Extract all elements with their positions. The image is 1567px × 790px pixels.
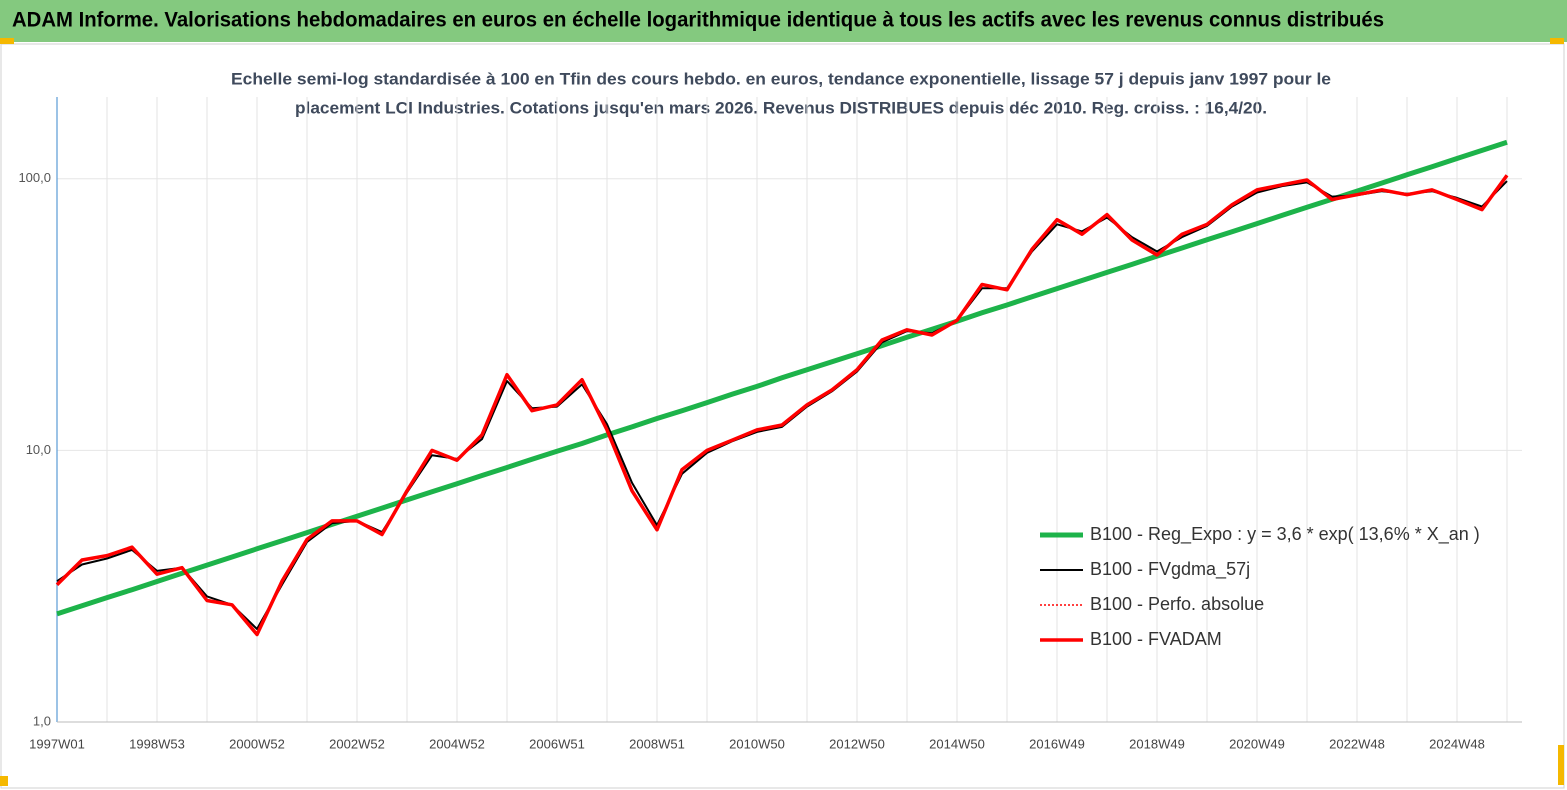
x-tick-label: 2016W49 [1029, 736, 1085, 751]
x-tick-label: 2022W48 [1329, 736, 1385, 751]
x-tick-label: 2018W49 [1129, 736, 1185, 751]
y-tick-label: 1,0 [33, 713, 51, 728]
legend-label: B100 - Perfo. absolue [1090, 594, 1264, 614]
x-tick-label: 1998W53 [129, 736, 185, 751]
legend-label: B100 - FVgdma_57j [1090, 559, 1250, 580]
y-tick-label: 10,0 [26, 442, 51, 457]
chart-title: ADAM Informe. Valorisations hebdomadaire… [12, 9, 1384, 32]
series-line [55, 174, 1509, 637]
x-tick-label: 1997W01 [29, 736, 85, 751]
corner-mark [1558, 745, 1564, 785]
series-line [56, 139, 1508, 617]
chart-subtitle: placement LCI Industries. Cotations jusq… [295, 98, 1267, 117]
legend-label: B100 - FVADAM [1090, 629, 1222, 649]
chart-subtitle: Echelle semi-log standardisée à 100 en T… [231, 69, 1331, 88]
x-tick-label: 2004W52 [429, 736, 485, 751]
corner-mark [1550, 38, 1564, 44]
y-tick-label: 100,0 [18, 170, 51, 185]
x-tick-label: 2014W50 [929, 736, 985, 751]
plot-area: 1,0 10,0 100,0 1997W01 1998W53 2000W52 2002W52… [18, 97, 1522, 751]
x-tick-label: 2006W51 [529, 736, 585, 751]
x-tick-label: 2020W49 [1229, 736, 1285, 751]
legend-label: B100 - Reg_Expo : y = 3,6 * exp( 13,6% *… [1090, 524, 1480, 545]
x-tick-label: 2024W48 [1429, 736, 1485, 751]
x-tick-label: 2008W51 [629, 736, 685, 751]
corner-mark [0, 38, 14, 44]
header-band [0, 0, 1567, 42]
chart-frame [0, 43, 1565, 789]
legend: B100 - Reg_Expo : y = 3,6 * exp( 13,6% *… [1040, 524, 1480, 649]
x-tick-label: 2002W52 [329, 736, 385, 751]
x-tick-label: 2000W52 [229, 736, 285, 751]
corner-mark [0, 776, 8, 786]
x-tick-label: 2012W50 [829, 736, 885, 751]
x-tick-label: 2010W50 [729, 736, 785, 751]
